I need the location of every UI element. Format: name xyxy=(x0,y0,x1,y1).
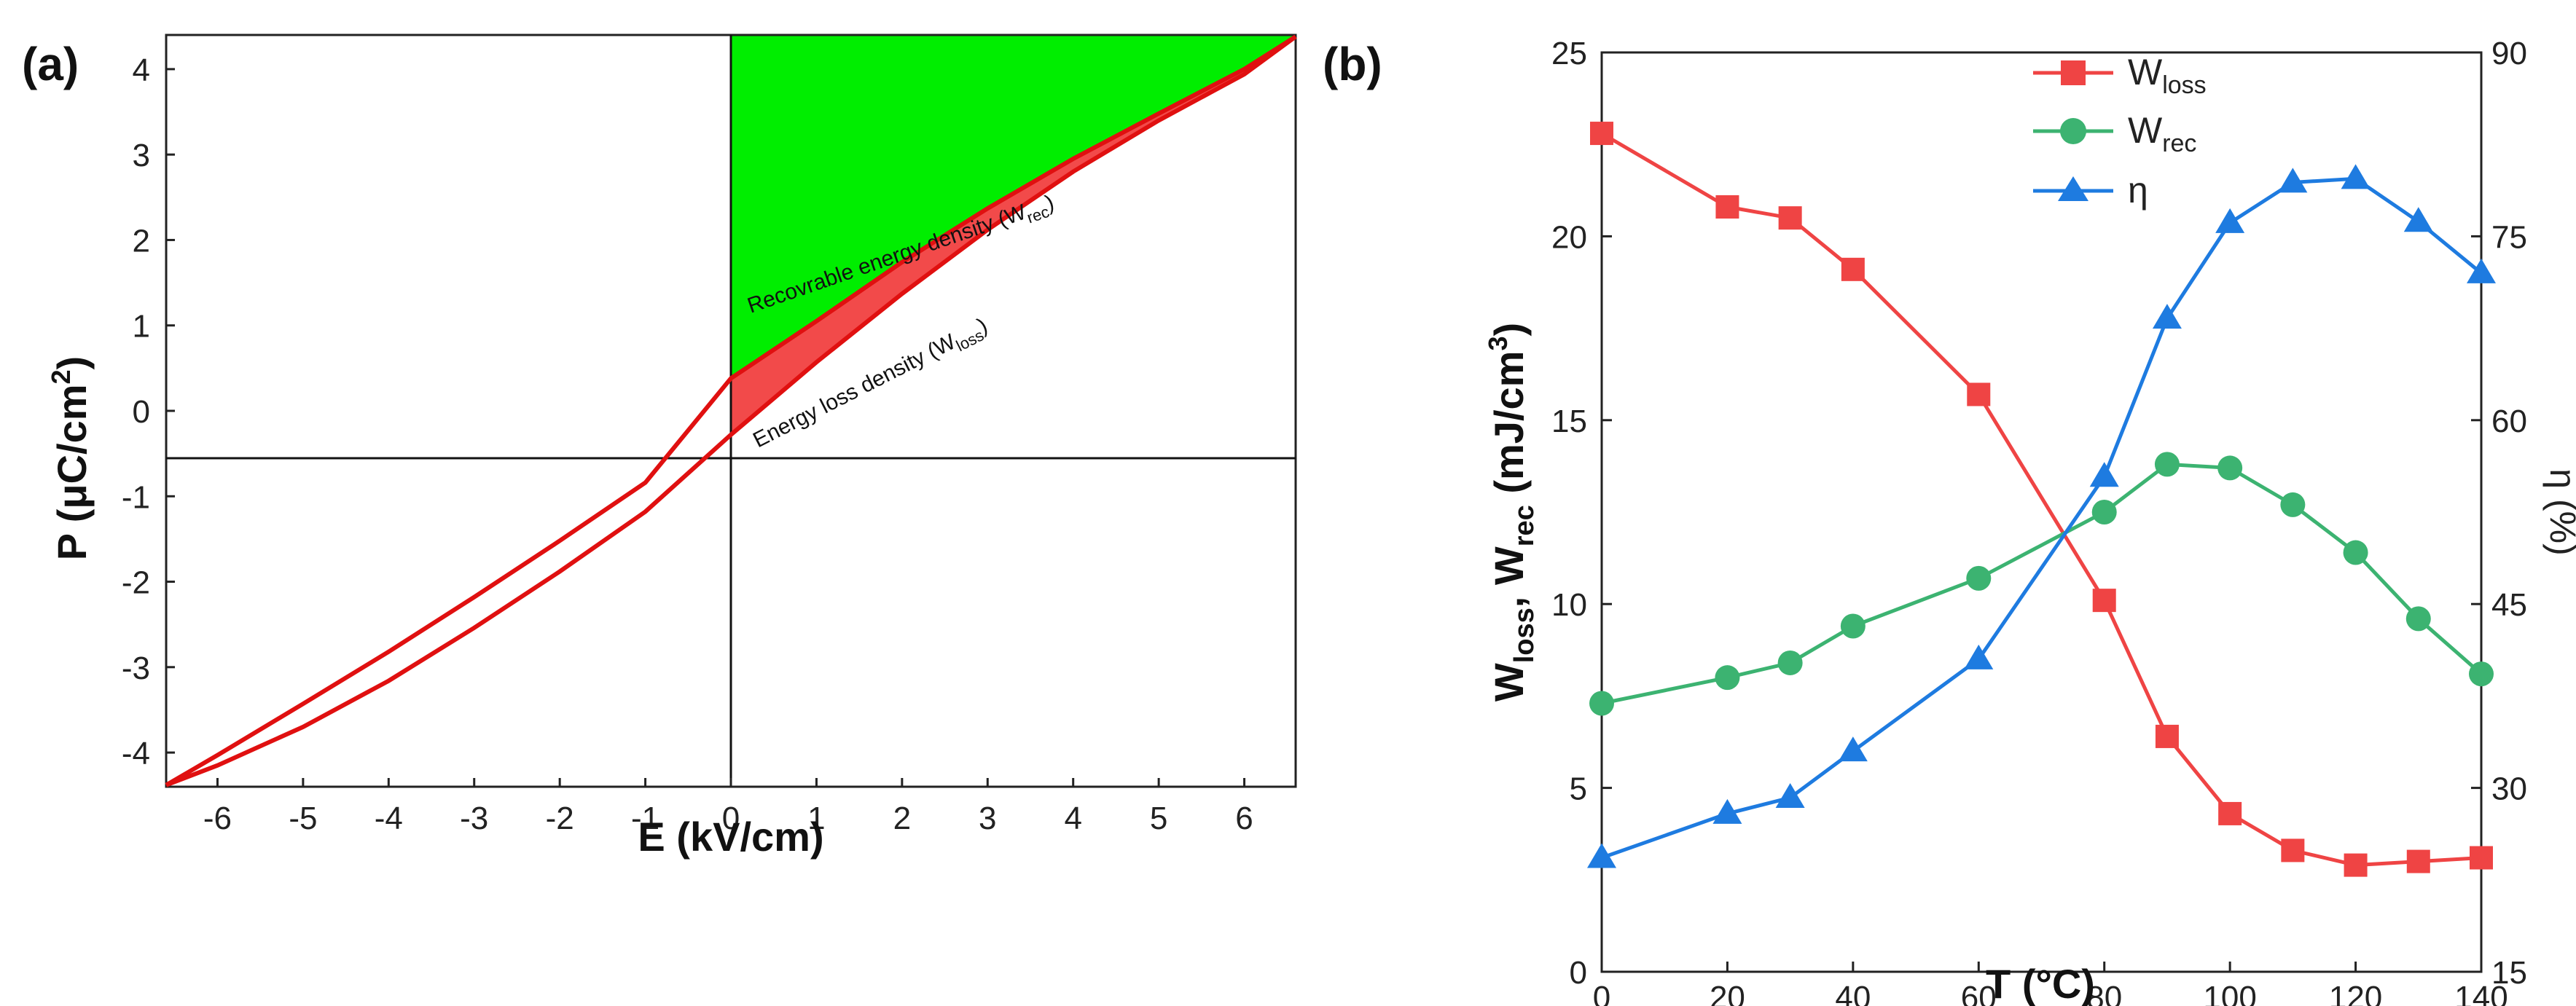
panel-b-temperature-chart: (b) 0 20 40 60 80 100 120 140 0 5 10 15 20 25 15 30 45… xyxy=(1323,36,2576,1006)
panel-a-y-tick-label: 2 xyxy=(133,223,150,259)
panel-a-y-tick-label: -4 xyxy=(122,736,150,771)
panel-b-right-y-tick-label: 15 xyxy=(2491,955,2527,991)
panel-a-x-tick-label: 4 xyxy=(1064,801,1081,836)
data-point-w-loss xyxy=(1715,195,1739,219)
data-point-w-loss xyxy=(2407,850,2430,873)
data-point-w-loss xyxy=(2281,838,2304,862)
panel-b-legend: Wloss Wrec η xyxy=(2033,52,2207,211)
legend-item-w-loss: Wloss xyxy=(2033,52,2207,99)
panel-b-left-y-axis-label: Wloss, Wrec (mJ/cm3) xyxy=(1483,323,1540,702)
panel-a-x-tick-label: -4 xyxy=(375,801,403,836)
panel-a-y-tick-label: 1 xyxy=(133,309,150,345)
data-point-w-rec xyxy=(2469,661,2494,686)
data-point-w-rec xyxy=(2280,492,2305,517)
data-point-w-loss xyxy=(1841,258,1865,281)
panel-a-x-tick-label: -2 xyxy=(546,801,574,836)
panel-a-label: (a) xyxy=(22,38,79,90)
data-point-eta xyxy=(1964,645,1993,669)
panel-a-x-tick-label: -3 xyxy=(460,801,488,836)
panel-a-y-tick-label: -2 xyxy=(122,565,150,601)
panel-a-x-tick-label: -5 xyxy=(289,801,317,836)
energy-regions xyxy=(731,35,1296,435)
data-point-w-loss xyxy=(2156,725,2179,748)
panel-a-y-axis-label: P (μC/cm2) xyxy=(46,356,95,560)
series-line-w-loss xyxy=(1602,133,2481,865)
panel-a-y-tick-label: 4 xyxy=(133,52,150,88)
panel-b-right-y-tick-label: 90 xyxy=(2491,36,2527,71)
data-point-w-rec xyxy=(2092,500,2117,524)
panel-b-right-y-tick-label: 45 xyxy=(2491,587,2527,623)
panel-a-y-tick-label: -3 xyxy=(122,651,150,686)
panel-b-x-axis-label: T (°C) xyxy=(1986,961,2095,1006)
data-point-w-rec xyxy=(2217,455,2242,480)
legend-label-w-loss: Wloss xyxy=(2128,52,2207,99)
data-point-w-rec xyxy=(1778,651,1803,675)
series-w-rec xyxy=(1589,452,2494,715)
panel-a-x-tick-label: -6 xyxy=(203,801,232,836)
data-point-w-rec xyxy=(1966,566,1991,591)
data-point-eta xyxy=(2153,304,2182,329)
legend-label-eta: η xyxy=(2128,170,2148,211)
panel-b-x-tick-label: 20 xyxy=(1710,980,1745,1006)
panel-b-right-y-axis-label: η (%) xyxy=(2542,468,2576,555)
legend-marker-w-loss xyxy=(2061,60,2086,85)
panel-b-x-tick-label: 0 xyxy=(1593,980,1610,1006)
panel-a-y-tick-label: 3 xyxy=(133,138,150,173)
data-point-w-rec xyxy=(2406,606,2431,631)
panel-b-x-tick-label: 100 xyxy=(2203,980,2256,1006)
data-point-eta xyxy=(2090,462,2119,487)
panel-a-x-tick-label: 3 xyxy=(979,801,996,836)
panel-b-left-y-tick-label: 20 xyxy=(1551,219,1587,255)
data-point-w-loss xyxy=(1967,382,1990,406)
series-eta xyxy=(1587,164,2496,868)
data-point-w-loss xyxy=(2218,802,2242,825)
data-point-w-loss xyxy=(2093,589,2116,612)
legend-item-eta: η xyxy=(2033,170,2148,211)
panel-a-y-tick-label: -1 xyxy=(122,479,150,515)
legend-marker-w-rec xyxy=(2060,118,2086,144)
data-point-eta xyxy=(1776,783,1805,808)
series-w-loss xyxy=(1590,122,2493,877)
data-point-w-rec xyxy=(1589,691,1614,715)
panel-b-series xyxy=(1587,122,2496,877)
panel-a-x-tick-label: 5 xyxy=(1150,801,1167,836)
data-point-w-loss xyxy=(1590,122,1613,145)
panel-a-y-tick-label: 0 xyxy=(133,394,150,430)
series-line-eta xyxy=(1602,178,2481,857)
data-point-eta xyxy=(2215,208,2244,233)
figure: (a) -6 -5 -4 -3 -2 -1 0 1 2 3 4 5 6 -4-3-2-101234 Re… xyxy=(0,0,2576,1006)
data-point-w-loss xyxy=(1779,206,1802,229)
panel-b-label: (b) xyxy=(1323,38,1382,90)
data-point-w-loss xyxy=(2344,854,2368,877)
panel-b-left-y-tick-label: 10 xyxy=(1551,587,1587,623)
data-point-w-loss xyxy=(2470,846,2493,870)
data-point-eta xyxy=(2467,259,2496,283)
legend-label-w-rec: Wrec xyxy=(2128,110,2196,157)
data-point-w-rec xyxy=(1841,613,1866,638)
data-point-w-rec xyxy=(2155,452,2180,476)
panel-b-x-tick-label: 40 xyxy=(1835,980,1871,1006)
data-point-eta xyxy=(2404,207,2433,232)
panel-a-x-tick-label: 6 xyxy=(1235,801,1253,836)
data-point-w-rec xyxy=(1715,665,1739,690)
panel-b-left-y-tick-label: 0 xyxy=(1570,955,1587,991)
legend-marker-eta xyxy=(2058,176,2088,201)
data-point-eta xyxy=(1839,736,1868,761)
panel-b-right-y-tick-label: 60 xyxy=(2491,404,2527,439)
panel-b-right-y-tick-label: 75 xyxy=(2491,219,2527,255)
panel-b-right-y-tick-label: 30 xyxy=(2491,771,2527,807)
panel-b-left-y-tick-label: 25 xyxy=(1551,36,1587,71)
panel-b-left-y-tick-label: 15 xyxy=(1551,404,1587,439)
panel-a-x-tick-label: 2 xyxy=(893,801,911,836)
panel-b-left-y-tick-label: 5 xyxy=(1570,771,1587,807)
legend-item-w-rec: Wrec xyxy=(2033,110,2196,157)
panel-b-x-tick-label: 120 xyxy=(2329,980,2382,1006)
panel-a-x-axis-label: E (kV/cm) xyxy=(638,814,823,860)
data-point-w-rec xyxy=(2344,541,2368,565)
data-point-eta xyxy=(2341,164,2371,189)
